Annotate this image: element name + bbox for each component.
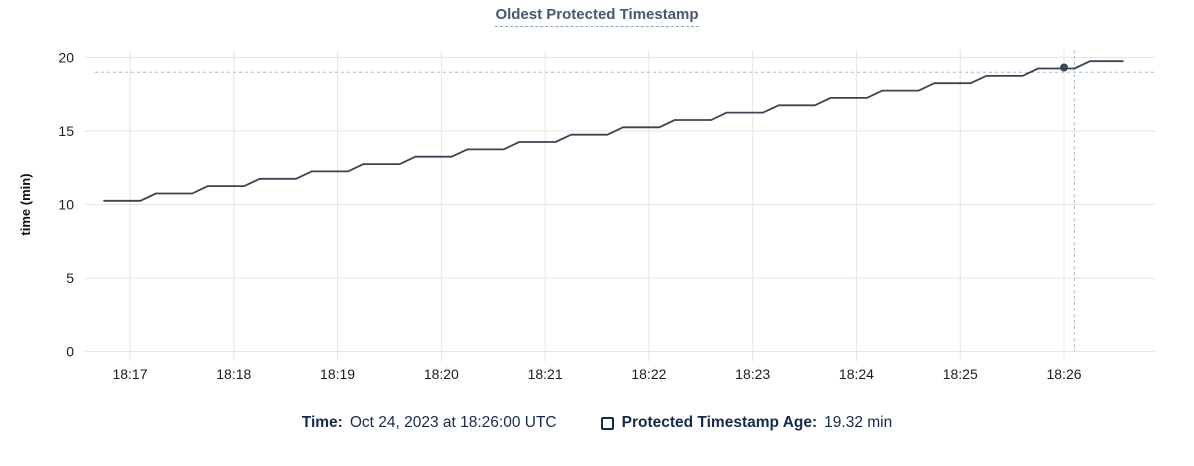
- x-tick-label: 18:20: [424, 366, 459, 382]
- legend-series-value: 19.32 min: [824, 414, 893, 431]
- x-tick-label: 18:18: [216, 366, 251, 382]
- y-tick-label: 10: [58, 197, 74, 213]
- chart-title[interactable]: Oldest Protected Timestamp: [495, 6, 699, 27]
- y-tick-label: 5: [66, 270, 74, 286]
- y-tick-label: 15: [58, 123, 74, 139]
- legend-time-readout: Time: Oct 24, 2023 at 18:26:00 UTC: [302, 414, 557, 432]
- x-tick-label: 18:24: [839, 366, 874, 382]
- y-axis-title: time (min): [18, 173, 33, 235]
- x-tick-label: 18:25: [943, 366, 978, 382]
- x-tick-label: 18:21: [528, 366, 563, 382]
- series-swatch-icon[interactable]: [600, 416, 614, 430]
- series-line: [103, 60, 1124, 202]
- legend-series-label: Protected Timestamp Age:: [621, 414, 818, 431]
- legend-time-value: Oct 24, 2023 at 18:26:00 UTC: [349, 414, 557, 431]
- legend-time-label: Time:: [301, 414, 343, 431]
- chart-legend: Time: Oct 24, 2023 at 18:26:00 UTC Prote…: [0, 414, 1194, 432]
- x-tick-label: 18:26: [1046, 366, 1081, 382]
- chart-title-row: Oldest Protected Timestamp: [0, 6, 1194, 27]
- hover-point-dot: [1060, 63, 1069, 72]
- x-tick-label: 18:19: [320, 366, 355, 382]
- x-tick-label: 18:17: [112, 366, 147, 382]
- chart-canvas[interactable]: 0 5 10 15 20 18:17 18:18 18:19 18:20 18:21 18:22 18…: [0, 0, 1194, 400]
- x-tick-label: 18:22: [631, 366, 666, 382]
- y-tick-label: 0: [66, 344, 74, 360]
- x-tick-label: 18:23: [735, 366, 770, 382]
- oldest-protected-timestamp-chart[interactable]: 0 5 10 15 20 18:17 18:18 18:19 18:20 18:21 18:22 18…: [0, 0, 1194, 400]
- y-tick-label: 20: [58, 50, 74, 66]
- legend-series-toggle[interactable]: Protected Timestamp Age: 19.32 min: [600, 414, 893, 432]
